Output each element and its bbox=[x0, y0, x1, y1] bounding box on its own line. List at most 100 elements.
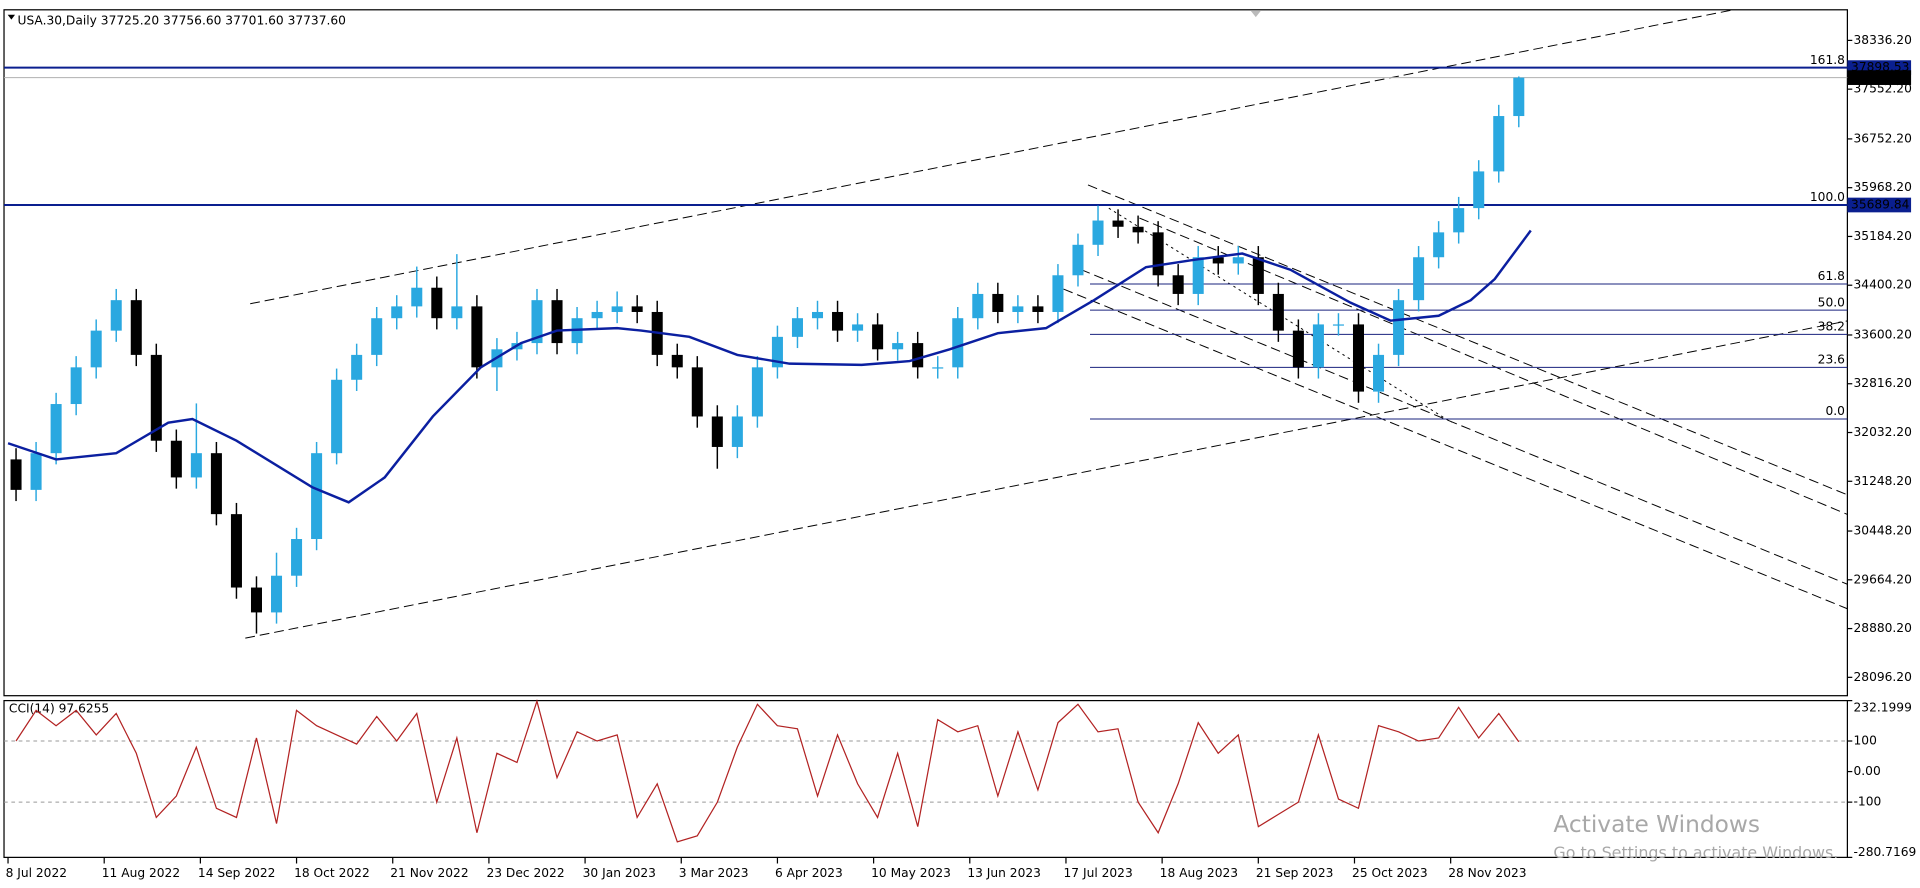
candle bbox=[150, 343, 162, 452]
candle bbox=[1212, 246, 1224, 275]
menu-arrow bbox=[7, 14, 16, 20]
candle-body bbox=[451, 306, 463, 319]
candle-body bbox=[771, 336, 783, 368]
y-tick-label: 34400.20 bbox=[1854, 278, 1912, 292]
candle bbox=[852, 313, 864, 342]
candle bbox=[210, 441, 222, 526]
candle-body bbox=[832, 311, 844, 331]
candle bbox=[170, 429, 182, 489]
fib-label: 50.0 bbox=[1818, 295, 1845, 309]
candle-body bbox=[1413, 257, 1425, 301]
candle bbox=[250, 576, 262, 634]
candle bbox=[1473, 160, 1485, 220]
price-line-tag bbox=[1847, 197, 1912, 213]
candle-body bbox=[731, 416, 743, 447]
candle bbox=[932, 356, 944, 379]
y-tick-label: 29664.20 bbox=[1854, 572, 1912, 586]
fib-label: 0.0 bbox=[1825, 404, 1844, 418]
candle-body bbox=[411, 287, 423, 307]
candle-body bbox=[1032, 306, 1044, 312]
x-tick-label: 10 May 2023 bbox=[871, 866, 951, 880]
x-tick-label: 6 Apr 2023 bbox=[775, 866, 843, 880]
candle-body bbox=[1433, 232, 1445, 258]
down-channel-2 bbox=[1139, 217, 1848, 515]
candle-body bbox=[230, 514, 242, 588]
y-tick-label: 32816.20 bbox=[1854, 376, 1912, 390]
y-tick-label: 0.00 bbox=[1854, 764, 1881, 778]
candle-body bbox=[932, 367, 944, 369]
candle-body bbox=[150, 354, 162, 441]
candle bbox=[531, 288, 543, 355]
candle bbox=[1292, 319, 1304, 379]
x-tick-label: 21 Sep 2023 bbox=[1256, 866, 1334, 880]
candle bbox=[90, 319, 102, 379]
candle-body bbox=[10, 459, 22, 490]
x-tick-label: 23 Dec 2022 bbox=[486, 866, 564, 880]
main-panel-frame bbox=[3, 9, 1848, 697]
candle bbox=[351, 343, 363, 391]
candle bbox=[110, 288, 122, 342]
candle-body bbox=[1332, 324, 1344, 326]
chart-header: USA.30,Daily 37725.20 37756.60 37701.60 … bbox=[17, 13, 345, 27]
candle-body bbox=[892, 343, 904, 350]
candle-body bbox=[1373, 354, 1385, 392]
candle bbox=[50, 392, 62, 465]
x-tick-label: 13 Jun 2023 bbox=[967, 866, 1041, 880]
watermark-title: Activate Windows bbox=[1553, 811, 1760, 838]
candle bbox=[471, 295, 483, 379]
candle bbox=[311, 441, 323, 551]
channel-upper bbox=[250, 9, 1734, 305]
y-tick-label: 28880.20 bbox=[1854, 621, 1912, 635]
candle-body bbox=[90, 330, 102, 368]
candle-body bbox=[872, 324, 884, 350]
candle bbox=[130, 288, 142, 367]
candle-body bbox=[1112, 220, 1124, 227]
trendlines bbox=[245, 9, 1848, 639]
candle-body bbox=[50, 404, 62, 454]
candle-body bbox=[591, 311, 603, 319]
candle-body bbox=[1212, 257, 1224, 264]
candle-body bbox=[371, 318, 383, 355]
candle bbox=[791, 307, 803, 349]
candle bbox=[70, 356, 82, 416]
candle bbox=[1413, 246, 1425, 312]
candle bbox=[631, 295, 643, 324]
candle-body bbox=[751, 367, 763, 417]
candle bbox=[1453, 196, 1465, 244]
x-tick-label: 25 Oct 2023 bbox=[1352, 866, 1428, 880]
candle-body bbox=[391, 306, 403, 319]
candle-body bbox=[1352, 324, 1365, 392]
y-tick-label: -280.7169 bbox=[1854, 845, 1917, 859]
candle bbox=[1032, 295, 1044, 324]
candle-body bbox=[992, 293, 1004, 312]
down-channel-3 bbox=[1080, 269, 1848, 585]
candle bbox=[291, 527, 303, 587]
cci-line bbox=[15, 699, 1520, 843]
candle-body bbox=[1052, 275, 1064, 312]
fib-label: 100.0 bbox=[1810, 190, 1845, 204]
candle bbox=[1012, 295, 1024, 324]
candle bbox=[591, 300, 603, 330]
candle-body bbox=[291, 539, 303, 576]
candle-body bbox=[631, 306, 643, 312]
candle-body bbox=[1192, 257, 1204, 294]
candle-body bbox=[1393, 300, 1405, 355]
moving-average bbox=[7, 229, 1532, 504]
cci-header: CCI(14) 97.6255 bbox=[9, 702, 109, 716]
candle bbox=[1132, 215, 1144, 244]
x-tick-label: 14 Sep 2022 bbox=[198, 866, 276, 880]
x-tick-label: 17 Jul 2023 bbox=[1064, 866, 1133, 880]
x-tick-label: 18 Oct 2022 bbox=[294, 866, 370, 880]
y-tick-label: 33600.20 bbox=[1854, 327, 1912, 341]
candle-body bbox=[210, 453, 222, 515]
candle bbox=[1332, 313, 1344, 336]
candle-body bbox=[170, 440, 182, 478]
candle-body bbox=[711, 416, 723, 447]
candle bbox=[391, 295, 403, 330]
candle bbox=[411, 266, 423, 318]
y-tick-label: 35968.20 bbox=[1854, 180, 1912, 194]
candle bbox=[1352, 313, 1365, 403]
candle-body bbox=[611, 306, 623, 312]
candle bbox=[952, 307, 964, 379]
cci-panel-frame bbox=[3, 699, 1848, 858]
